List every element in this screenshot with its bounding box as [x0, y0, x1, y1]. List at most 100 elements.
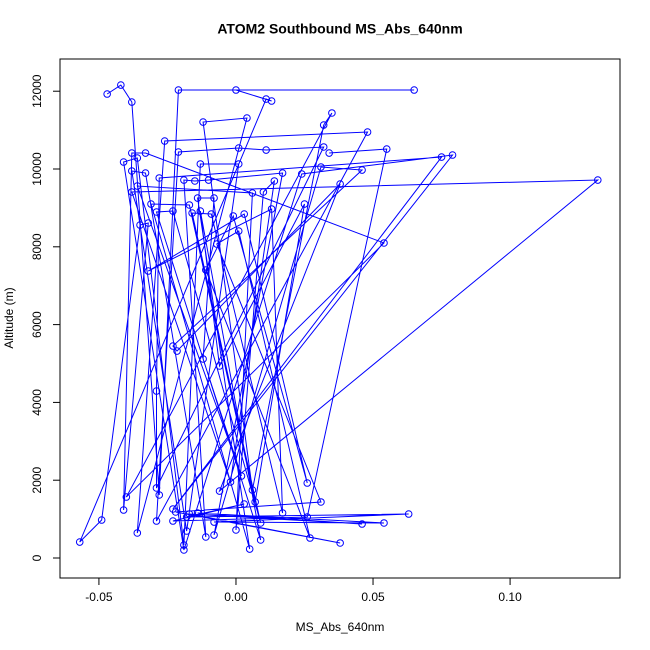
- data-point: [317, 498, 325, 506]
- data-point: [103, 90, 111, 98]
- data-point: [256, 536, 265, 544]
- data-point: [191, 177, 199, 185]
- data-point: [185, 201, 194, 209]
- data-point: [117, 81, 125, 89]
- data-point: [232, 526, 240, 534]
- x-tick-label: -0.05: [85, 590, 113, 604]
- data-point: [380, 519, 388, 527]
- data-point: [248, 189, 257, 197]
- data-point: [358, 520, 366, 528]
- data-point: [232, 86, 240, 94]
- data-point: [160, 137, 169, 145]
- data-point: [173, 347, 181, 355]
- data-point: [199, 355, 207, 363]
- data-point: [306, 534, 314, 542]
- data-point: [248, 486, 257, 494]
- data-point: [204, 176, 213, 184]
- data-point: [193, 194, 202, 202]
- y-tick-label: 6000: [30, 311, 44, 338]
- data-point: [336, 180, 344, 188]
- y-axis-label: Altitude (m): [2, 287, 16, 348]
- x-tick-label: 0.00: [224, 590, 248, 604]
- data-point: [141, 149, 150, 157]
- data-point: [262, 95, 270, 103]
- data-point: [128, 98, 136, 106]
- data-point: [169, 342, 177, 350]
- data-point: [152, 484, 161, 492]
- data-point: [75, 538, 84, 546]
- data-point: [234, 227, 243, 235]
- data-point: [171, 508, 180, 516]
- data-point: [152, 387, 161, 395]
- data-point: [133, 154, 142, 162]
- data-point: [182, 527, 191, 535]
- data-point: [152, 208, 161, 216]
- data-point: [325, 149, 333, 157]
- data-point: [144, 267, 153, 275]
- data-line: [79, 84, 600, 551]
- data-point: [243, 114, 251, 122]
- data-point: [234, 144, 243, 152]
- data-point: [147, 200, 155, 208]
- data-point: [152, 517, 161, 525]
- data-point: [212, 240, 221, 248]
- data-point: [169, 517, 177, 525]
- data-point: [226, 478, 235, 486]
- data-point: [300, 200, 309, 208]
- y-tick-label: 0: [30, 554, 44, 561]
- data-point: [210, 194, 218, 202]
- data-point: [169, 207, 177, 215]
- data-point: [174, 86, 183, 94]
- data-point: [180, 176, 188, 184]
- data-point: [410, 86, 418, 94]
- data-point: [188, 209, 196, 217]
- y-tick-label: 2000: [30, 467, 44, 494]
- data-point: [240, 210, 248, 218]
- data-point: [358, 166, 366, 174]
- data-point: [404, 510, 413, 518]
- data-point: [259, 188, 268, 196]
- data-point: [267, 205, 276, 213]
- y-tick-label: 4000: [30, 389, 44, 416]
- data-point: [193, 509, 202, 517]
- data-point: [237, 472, 246, 480]
- data-point: [437, 153, 446, 161]
- data-point: [297, 170, 306, 178]
- data-point: [382, 145, 391, 153]
- x-axis-label: MS_Abs_640nm: [296, 620, 385, 634]
- data-point: [202, 533, 210, 541]
- x-tick-label: 0.10: [498, 590, 522, 604]
- data-point: [174, 148, 183, 156]
- data-point: [210, 518, 218, 526]
- data-point: [97, 516, 106, 524]
- data-point: [128, 167, 136, 175]
- x-tick-label: 0.05: [361, 590, 385, 604]
- data-point: [128, 149, 136, 157]
- data-point: [240, 500, 248, 508]
- data-point: [317, 163, 325, 171]
- data-point: [119, 506, 128, 514]
- data-point: [303, 479, 312, 487]
- data-point: [180, 546, 188, 554]
- data-point: [210, 531, 218, 539]
- data-point: [133, 182, 142, 190]
- data-point: [256, 519, 265, 527]
- data-point: [363, 128, 372, 136]
- data-point: [207, 210, 216, 218]
- data-point: [267, 97, 276, 105]
- data-point: [229, 212, 238, 220]
- data-point: [133, 529, 142, 537]
- data-point: [251, 498, 259, 506]
- data-point: [180, 541, 188, 549]
- data-point: [155, 174, 164, 182]
- data-point: [136, 221, 144, 229]
- data-point: [155, 491, 164, 499]
- data-point: [262, 146, 270, 154]
- data-point: [336, 539, 344, 547]
- y-tick-label: 12000: [30, 74, 44, 108]
- data-point: [380, 239, 388, 247]
- data-point: [215, 362, 224, 370]
- data-point: [122, 493, 131, 501]
